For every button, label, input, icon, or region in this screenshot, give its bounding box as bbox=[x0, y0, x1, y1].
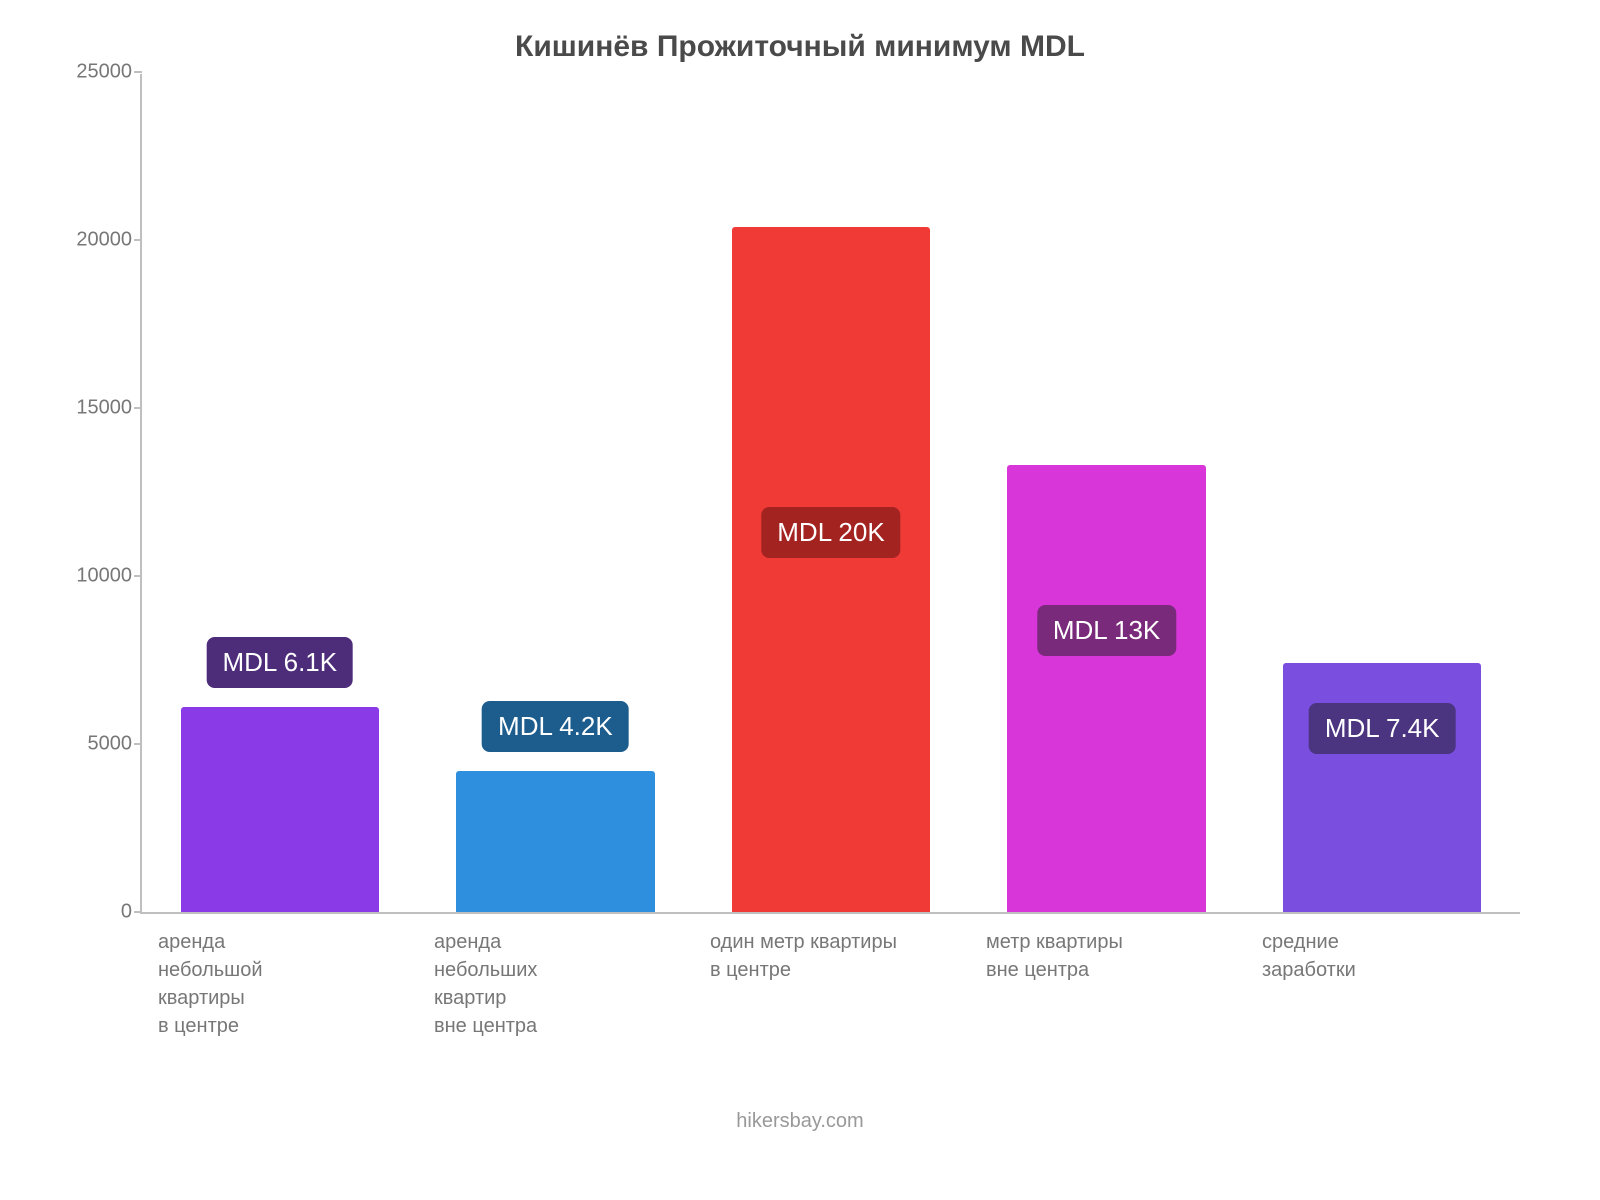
bar: MDL 7.4K bbox=[1283, 663, 1481, 912]
x-axis-labels: аренданебольшойквартирыв центреаренданеб… bbox=[140, 928, 1520, 1040]
bar-slot: MDL 4.2K bbox=[418, 74, 694, 912]
y-tick-mark bbox=[134, 239, 142, 241]
x-axis-label: метр квартирывне центра bbox=[968, 928, 1244, 1040]
y-tick-mark bbox=[134, 911, 142, 913]
bar: MDL 13K bbox=[1007, 465, 1205, 912]
y-tick-mark bbox=[134, 407, 142, 409]
bar: MDL 20K bbox=[732, 227, 930, 912]
bars-group: MDL 6.1K MDL 4.2K MDL 20K MDL 13K MDL 7.4K bbox=[142, 74, 1520, 912]
x-axis-label: средниезаработки bbox=[1244, 928, 1520, 1040]
chart-title: Кишинёв Прожиточный минимум MDL bbox=[40, 30, 1560, 64]
x-axis-label: аренданебольшихквартирвне центра bbox=[416, 928, 692, 1040]
x-axis-label: один метр квартирыв центре bbox=[692, 928, 968, 1040]
attribution-text: hikersbay.com bbox=[40, 1110, 1560, 1133]
y-tick-label: 10000 bbox=[42, 565, 132, 588]
bar: MDL 4.2K bbox=[456, 771, 654, 912]
value-badge: MDL 4.2K bbox=[482, 701, 629, 752]
bar-slot: MDL 7.4K bbox=[1244, 74, 1520, 912]
value-badge: MDL 20K bbox=[761, 507, 900, 558]
bar-slot: MDL 13K bbox=[969, 74, 1245, 912]
value-badge: MDL 7.4K bbox=[1309, 703, 1456, 754]
y-tick-label: 25000 bbox=[42, 61, 132, 84]
x-axis-label: аренданебольшойквартирыв центре bbox=[140, 928, 416, 1040]
bar: MDL 6.1K bbox=[181, 707, 379, 912]
y-tick-label: 5000 bbox=[42, 733, 132, 756]
value-badge: MDL 13K bbox=[1037, 605, 1176, 656]
bar-slot: MDL 6.1K bbox=[142, 74, 418, 912]
value-badge: MDL 6.1K bbox=[206, 637, 353, 688]
plot-area: MDL 6.1KMDL 4.2KMDL 20KMDL 13KMDL 7.4K 0… bbox=[140, 74, 1520, 914]
bar-slot: MDL 20K bbox=[693, 74, 969, 912]
chart-container: Кишинёв Прожиточный минимум MDL MDL 6.1K… bbox=[0, 0, 1600, 1200]
y-tick-mark bbox=[134, 71, 142, 73]
y-tick-label: 20000 bbox=[42, 229, 132, 252]
y-tick-label: 0 bbox=[42, 901, 132, 924]
y-tick-mark bbox=[134, 575, 142, 577]
y-tick-mark bbox=[134, 743, 142, 745]
y-tick-label: 15000 bbox=[42, 397, 132, 420]
